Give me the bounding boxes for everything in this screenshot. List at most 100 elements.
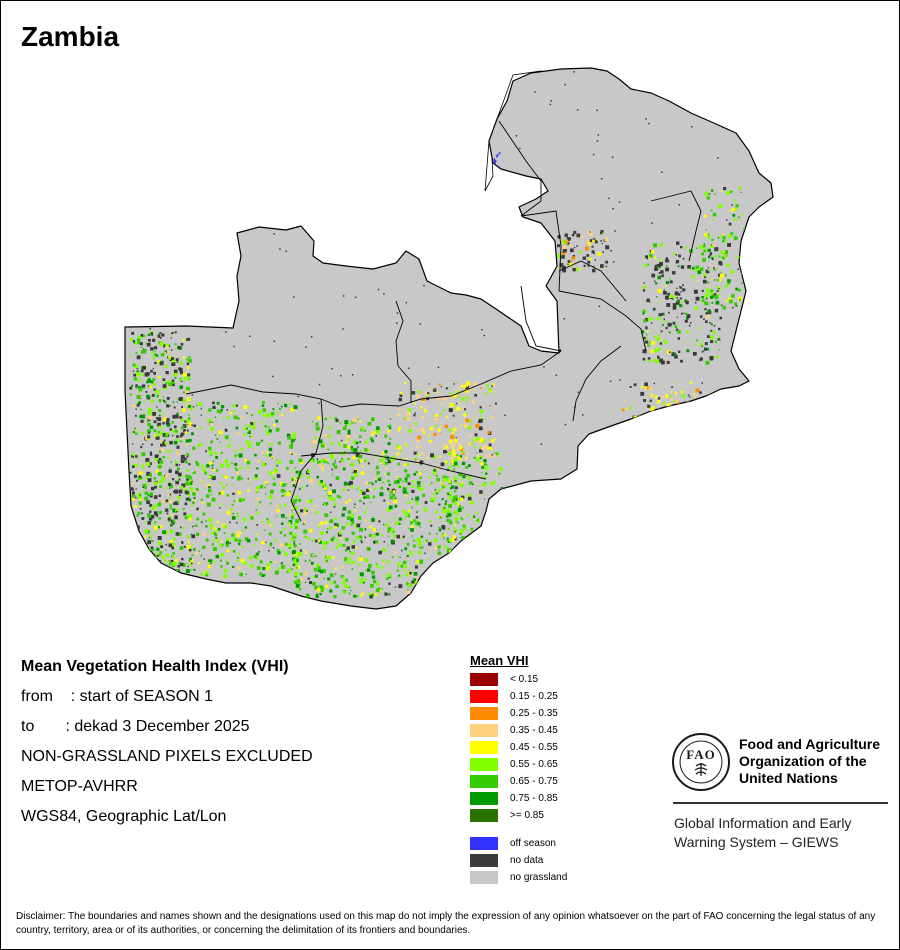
- vegetation-pixel: [329, 519, 334, 523]
- vegetation-pixel: [170, 349, 173, 351]
- vegetation-pixel: [727, 234, 732, 238]
- vegetation-pixel: [421, 397, 426, 402]
- vegetation-pixel: [382, 548, 386, 552]
- vegetation-pixel: [292, 436, 296, 440]
- vegetation-pixel: [280, 562, 283, 565]
- vegetation-pixel: [728, 281, 730, 283]
- no-data-pixel: [226, 409, 229, 411]
- vegetation-pixel: [481, 446, 486, 451]
- no-data-pixel: [691, 126, 693, 128]
- vegetation-pixel: [205, 525, 208, 528]
- vegetation-pixel: [647, 330, 650, 332]
- vegetation-pixel: [158, 494, 161, 497]
- vegetation-pixel: [211, 497, 216, 502]
- vegetation-pixel: [382, 562, 385, 565]
- vegetation-pixel: [147, 514, 151, 518]
- no-data-pixel: [633, 509, 635, 511]
- vegetation-pixel: [465, 396, 469, 399]
- vegetation-pixel: [479, 415, 482, 418]
- vegetation-pixel: [657, 417, 662, 422]
- vegetation-pixel: [708, 193, 711, 195]
- vegetation-pixel: [229, 412, 233, 415]
- vegetation-pixel: [428, 483, 431, 486]
- vegetation-pixel: [353, 470, 357, 474]
- vegetation-pixel: [654, 348, 658, 353]
- vegetation-pixel: [573, 230, 577, 234]
- vegetation-pixel: [474, 394, 477, 397]
- vegetation-pixel: [410, 525, 414, 529]
- vegetation-pixel: [734, 217, 738, 221]
- vegetation-pixel: [718, 294, 720, 297]
- no-data-pixel: [656, 264, 659, 266]
- no-data-pixel: [229, 521, 231, 523]
- vegetation-pixel: [141, 414, 146, 419]
- no-data-pixel: [369, 163, 372, 166]
- vegetation-pixel: [740, 191, 742, 193]
- vegetation-pixel: [217, 527, 221, 531]
- vegetation-pixel: [443, 506, 446, 510]
- vegetation-pixel: [212, 539, 214, 541]
- vegetation-pixel: [718, 204, 723, 208]
- vegetation-pixel: [168, 568, 171, 571]
- vegetation-pixel: [212, 401, 215, 405]
- vegetation-pixel: [448, 495, 453, 500]
- vegetation-pixel: [385, 577, 389, 580]
- vegetation-pixel: [270, 492, 273, 495]
- vegetation-pixel: [246, 430, 249, 433]
- no-data-pixel: [418, 259, 420, 261]
- vegetation-pixel: [357, 418, 359, 420]
- vegetation-pixel: [162, 387, 166, 391]
- vegetation-pixel: [210, 422, 214, 426]
- vegetation-pixel: [154, 434, 157, 437]
- vegetation-pixel: [463, 420, 466, 423]
- vegetation-pixel: [202, 545, 206, 549]
- vegetation-pixel: [445, 446, 449, 449]
- vegetation-pixel: [646, 298, 650, 303]
- vegetation-pixel: [315, 431, 318, 433]
- no-data-pixel: [446, 516, 448, 518]
- vegetation-pixel: [412, 544, 416, 548]
- vegetation-pixel: [422, 586, 426, 590]
- vegetation-pixel: [690, 268, 693, 271]
- vegetation-pixel: [387, 573, 391, 578]
- no-data-pixel: [540, 443, 543, 445]
- vegetation-pixel: [397, 555, 399, 557]
- vegetation-pixel: [359, 535, 362, 539]
- vegetation-pixel: [314, 437, 317, 440]
- no-data-pixel: [526, 199, 528, 201]
- vegetation-pixel: [255, 538, 258, 541]
- vegetation-pixel: [236, 499, 239, 501]
- vegetation-pixel: [293, 533, 297, 537]
- vegetation-pixel: [389, 419, 391, 421]
- vegetation-pixel: [649, 301, 651, 304]
- vegetation-pixel: [133, 530, 137, 534]
- vegetation-pixel: [718, 273, 722, 277]
- vegetation-pixel: [711, 256, 714, 260]
- no-data-pixel: [156, 586, 158, 589]
- vegetation-pixel: [354, 587, 357, 590]
- vegetation-pixel: [131, 483, 133, 485]
- vegetation-pixel: [169, 428, 172, 431]
- vegetation-pixel: [437, 551, 441, 555]
- vegetation-pixel: [681, 394, 686, 398]
- legend-swatch: [470, 741, 498, 754]
- vegetation-pixel: [255, 509, 258, 511]
- vegetation-pixel: [451, 443, 456, 448]
- vegetation-pixel: [139, 342, 143, 346]
- vegetation-pixel: [131, 457, 133, 459]
- vegetation-pixel: [133, 474, 137, 478]
- vegetation-pixel: [666, 403, 671, 408]
- info-from: from : start of SEASON 1: [21, 688, 214, 705]
- no-data-pixel: [192, 525, 194, 528]
- vegetation-pixel: [188, 378, 191, 380]
- vegetation-pixel: [364, 558, 369, 563]
- vegetation-pixel: [237, 552, 240, 555]
- vegetation-pixel: [261, 541, 265, 545]
- vegetation-pixel: [309, 528, 313, 533]
- vegetation-pixel: [137, 568, 140, 571]
- vegetation-pixel: [462, 407, 466, 410]
- no-data-pixel: [552, 573, 554, 575]
- vegetation-pixel: [157, 461, 161, 464]
- no-data-pixel: [412, 181, 415, 184]
- vegetation-pixel: [725, 299, 728, 302]
